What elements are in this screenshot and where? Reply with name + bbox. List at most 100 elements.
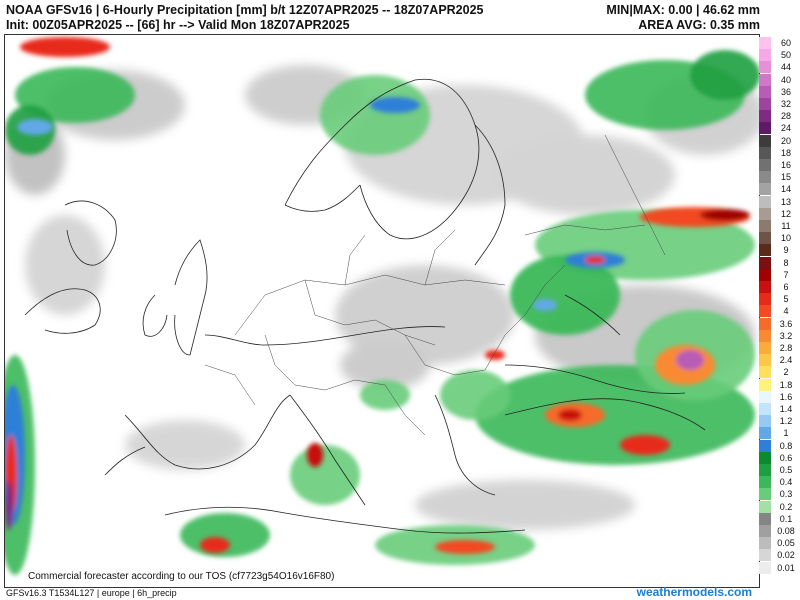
- legend-swatch: [759, 85, 771, 98]
- legend-label: 15: [780, 172, 791, 183]
- legend-entry: 9: [759, 244, 799, 257]
- legend-entry: 5: [759, 293, 799, 306]
- legend-entry: 44: [759, 61, 799, 74]
- legend-entry: 0.1: [759, 512, 799, 525]
- legend-swatch: [759, 464, 771, 476]
- init-valid-line: Init: 00Z05APR2025 -- [66] hr --> Valid …: [6, 18, 350, 32]
- legend-label: 1.6: [779, 391, 793, 402]
- legend-label: 18: [780, 147, 791, 158]
- heavy-precip-cores: [5, 37, 750, 554]
- legend-entry: 1.6: [759, 390, 799, 403]
- legend-label: 0.05: [777, 538, 795, 549]
- legend-label: 0.4: [779, 477, 793, 488]
- map-title: NOAA GFSv16 | 6-Hourly Precipitation [mm…: [6, 3, 484, 17]
- legend-swatch: [759, 549, 771, 562]
- legend-swatch: [759, 476, 771, 489]
- legend-entry: 13: [759, 195, 799, 208]
- legend-swatch: [759, 427, 771, 440]
- legend-label: 2: [783, 367, 789, 378]
- legend-swatch: [759, 488, 771, 501]
- legend-entry: 40: [759, 73, 799, 86]
- legend-swatch: [759, 122, 771, 135]
- legend-label: 1.4: [779, 404, 793, 414]
- legend-label: 40: [780, 74, 791, 85]
- legend-swatch: [759, 220, 771, 232]
- legend-label: 0.02: [777, 550, 795, 561]
- legend-entry: 11: [759, 220, 799, 232]
- legend-label: 16: [780, 160, 791, 170]
- legend-entry: 4: [759, 305, 799, 318]
- legend-label: 4: [783, 306, 789, 317]
- legend-label: 5: [783, 294, 789, 305]
- map-canvas: [5, 35, 759, 587]
- legend-entry: 2.8: [759, 342, 799, 354]
- legend-swatch: [759, 293, 771, 306]
- legend-swatch: [759, 512, 771, 525]
- coastlines: [24, 78, 706, 534]
- legend-entry: 7: [759, 268, 799, 281]
- legend-swatch: [759, 354, 771, 367]
- legend-label: 11: [781, 221, 791, 231]
- legend-entry: 36: [759, 85, 799, 98]
- legend-label: 36: [780, 86, 791, 97]
- legend-swatch: [759, 256, 771, 269]
- legend-swatch: [759, 110, 771, 123]
- legend-label: 14: [780, 184, 791, 195]
- legend-label: 9: [783, 245, 789, 256]
- legend-swatch: [759, 268, 771, 281]
- legend-label: 2.4: [779, 355, 793, 366]
- legend-label: 8: [783, 257, 789, 268]
- legend-swatch: [759, 403, 771, 415]
- legend-swatch: [759, 390, 771, 403]
- legend-swatch: [759, 232, 771, 245]
- legend-entry: 20: [759, 134, 799, 147]
- legend-label: 0.6: [779, 452, 793, 463]
- legend-label: 20: [780, 135, 791, 146]
- legend-swatch: [759, 146, 771, 159]
- legend-label: 44: [780, 62, 791, 73]
- legend-swatch: [759, 415, 771, 428]
- country-borders: [204, 134, 666, 436]
- legend-entry: 1.8: [759, 378, 799, 391]
- legend-label: 1.2: [779, 416, 793, 427]
- legend-swatch: [759, 451, 771, 464]
- legend-label: 28: [780, 111, 791, 122]
- legend-swatch: [759, 244, 771, 257]
- site-link[interactable]: weathermodels.com: [636, 585, 752, 599]
- legend-label: 60: [780, 38, 791, 48]
- legend-entry: 2.4: [759, 354, 799, 367]
- legend-swatch: [759, 183, 771, 196]
- legend-label: 1.8: [779, 379, 793, 390]
- legend-label: 7: [783, 269, 789, 280]
- legend-entry: 0.08: [759, 525, 799, 537]
- legend-swatch: [759, 500, 771, 513]
- legend-entry: 2: [759, 366, 799, 379]
- legend-entry: 3.2: [759, 329, 799, 342]
- legend-entry: 1.2: [759, 415, 799, 428]
- precip-legend: 60 50 44 40 36 32 28 24 20 18 16 15 14 13 12 11 10 9 8 7 6 5 4…: [759, 37, 799, 583]
- legend-swatch: [759, 73, 771, 86]
- legend-label: 0.01: [777, 562, 795, 573]
- legend-swatch: [759, 61, 771, 74]
- legend-entry: 60: [759, 37, 799, 49]
- legend-entry: 14: [759, 183, 799, 196]
- legend-label: 0.3: [779, 489, 793, 500]
- legend-entry: 24: [759, 122, 799, 135]
- header: NOAA GFSv16 | 6-Hourly Precipitation [mm…: [0, 0, 800, 34]
- legend-swatch: [759, 134, 771, 147]
- legend-swatch: [759, 159, 771, 171]
- legend-label: 0.1: [779, 513, 793, 524]
- legend-label: 13: [780, 196, 791, 207]
- legend-entry: 0.5: [759, 464, 799, 476]
- legend-label: 0.8: [779, 440, 793, 451]
- legend-swatch: [759, 561, 771, 574]
- legend-entry: 8: [759, 256, 799, 269]
- legend-entry: 12: [759, 207, 799, 220]
- legend-entry: 0.02: [759, 549, 799, 562]
- legend-swatch: [759, 207, 771, 220]
- model-info: GFSv16.3 T1534L127 | europe | 6h_precip: [6, 588, 177, 598]
- legend-label: 0.5: [779, 465, 793, 475]
- legend-entry: 50: [759, 49, 799, 62]
- legend-swatch: [759, 171, 771, 184]
- precipitation-map[interactable]: [4, 34, 760, 588]
